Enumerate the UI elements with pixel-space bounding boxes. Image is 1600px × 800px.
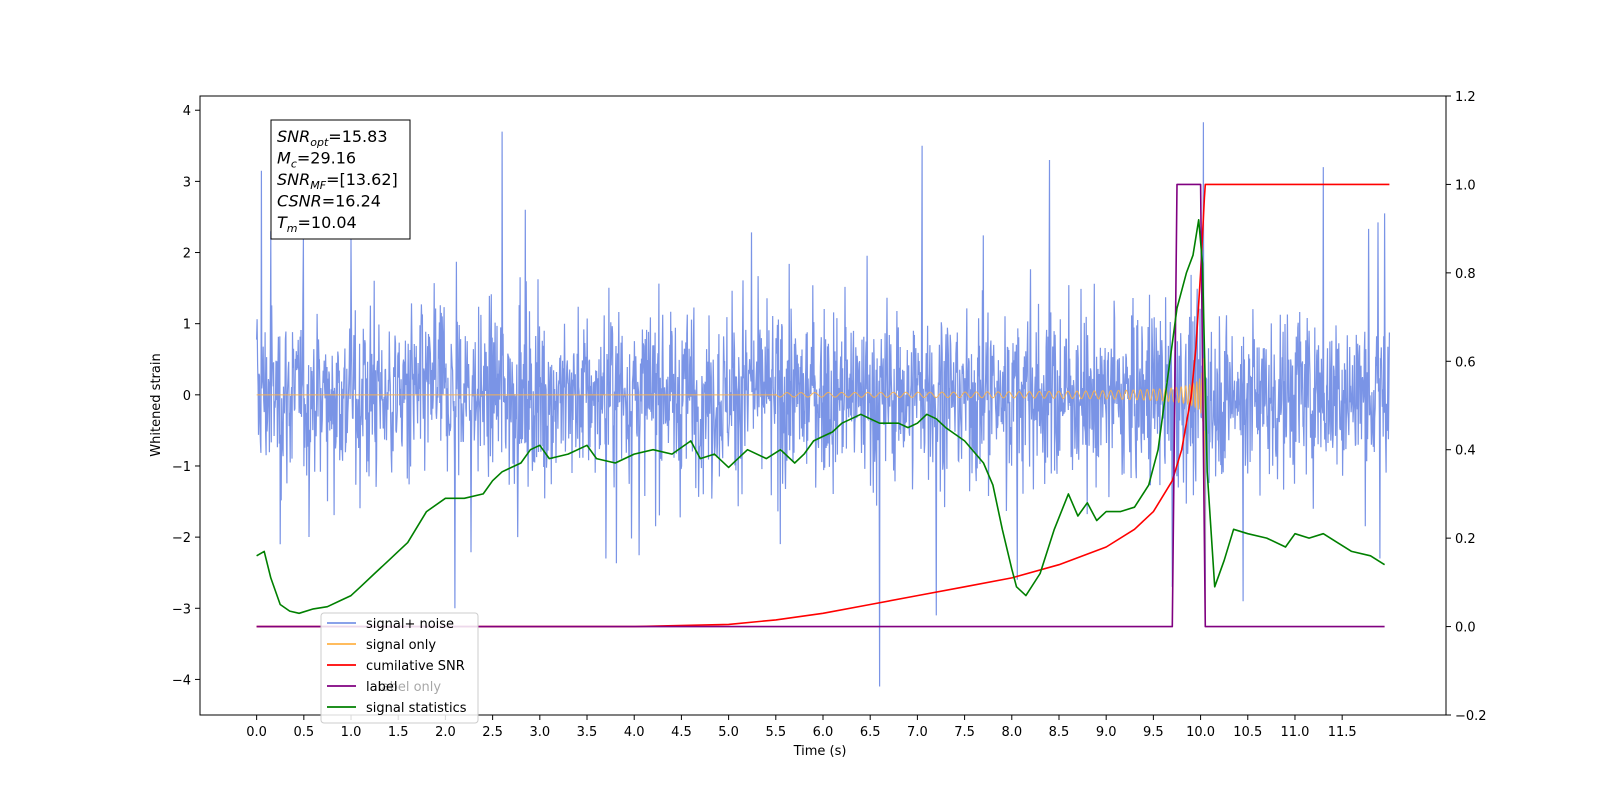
legend-label-signal-statistics: signal statistics bbox=[366, 701, 467, 716]
y-tick-label: 0 bbox=[183, 389, 191, 404]
x-tick-label: 8.5 bbox=[1049, 725, 1070, 740]
x-tick-label: 2.0 bbox=[435, 725, 456, 740]
y2-tick-label: 1.0 bbox=[1455, 178, 1476, 193]
y2-tick-label: 0.0 bbox=[1455, 621, 1476, 636]
x-tick-label: 0.5 bbox=[293, 725, 314, 740]
x-tick-label: 10.0 bbox=[1186, 725, 1215, 740]
annotation-line: Mc=29.16 bbox=[277, 149, 356, 171]
x-axis: 0.0 0.5 1.0 1.5 2.0 2.5 3.0 3.5 4.0 4.5 5.0 5.5 6.0 6… bbox=[246, 715, 1357, 740]
y-tick-label: −1 bbox=[172, 460, 191, 475]
y-axis-left: −4 −3 −2 −1 0 1 2 3 4 bbox=[172, 104, 200, 688]
x-axis-label: Time (s) bbox=[793, 744, 847, 759]
x-tick-label: 11.0 bbox=[1280, 725, 1309, 740]
y2-tick-label: 1.2 bbox=[1455, 90, 1476, 105]
x-tick-label: 10.5 bbox=[1233, 725, 1262, 740]
series-line-label bbox=[256, 183, 1385, 628]
y-tick-label: −2 bbox=[172, 531, 191, 546]
y-tick-label: 2 bbox=[183, 247, 191, 262]
annotation-line: Tm=10.04 bbox=[277, 213, 357, 235]
y-tick-label: −3 bbox=[172, 602, 191, 617]
x-tick-label: 5.0 bbox=[718, 725, 739, 740]
annotation-line: SNRopt=15.83 bbox=[277, 127, 388, 149]
legend-label-signal-noise: signal+ noise bbox=[366, 617, 454, 632]
legend-label-cumilative-snr: cumilative SNR bbox=[366, 659, 465, 674]
y2-tick-label: 0.2 bbox=[1455, 532, 1476, 547]
annotation-box: SNRopt=15.83Mc=29.16SNRMF=[13.62]CSNR=16… bbox=[270, 119, 411, 240]
annotation-line: CSNR=16.24 bbox=[277, 192, 381, 211]
x-tick-label: 4.0 bbox=[624, 725, 645, 740]
x-tick-label: 4.5 bbox=[671, 725, 692, 740]
x-tick-label: 9.5 bbox=[1143, 725, 1164, 740]
x-tick-label: 0.0 bbox=[246, 725, 267, 740]
y-axis-label: Whitened strain bbox=[149, 353, 164, 456]
y2-tick-label: 0.4 bbox=[1455, 444, 1476, 459]
x-tick-label: 11.5 bbox=[1328, 725, 1357, 740]
series-line-signal-statistics bbox=[256, 219, 1386, 615]
legend-label-signal-only: signal only bbox=[366, 638, 436, 653]
series-line-cumilative-snr bbox=[256, 183, 1390, 628]
legend-label-label: label bbox=[366, 680, 397, 695]
y-tick-label: 4 bbox=[183, 104, 191, 119]
x-tick-label: 2.5 bbox=[482, 725, 503, 740]
legend-hidden-label: label only bbox=[378, 680, 441, 695]
y2-tick-label: 0.6 bbox=[1455, 355, 1476, 370]
x-tick-label: 3.5 bbox=[577, 725, 598, 740]
annotation-line: SNRMF=[13.62] bbox=[277, 170, 398, 192]
x-tick-label: 7.5 bbox=[954, 725, 975, 740]
x-tick-label: 9.0 bbox=[1096, 725, 1117, 740]
x-tick-label: 1.0 bbox=[341, 725, 362, 740]
x-tick-label: 8.0 bbox=[1001, 725, 1022, 740]
series-layer bbox=[256, 122, 1390, 687]
x-tick-label: 3.0 bbox=[529, 725, 550, 740]
y-tick-label: 1 bbox=[183, 318, 191, 333]
series-line-signal-only bbox=[256, 358, 1206, 616]
x-tick-label: 7.0 bbox=[907, 725, 928, 740]
x-tick-label: 1.5 bbox=[388, 725, 409, 740]
y-axis-right: −0.2 0.0 0.2 0.4 0.6 0.8 1.0 1.2 bbox=[1446, 90, 1487, 724]
y2-tick-label: −0.2 bbox=[1455, 709, 1487, 724]
x-tick-label: 6.0 bbox=[813, 725, 834, 740]
y2-tick-label: 0.8 bbox=[1455, 267, 1476, 282]
x-tick-label: 6.5 bbox=[860, 725, 881, 740]
x-tick-label: 5.5 bbox=[765, 725, 786, 740]
y-tick-label: 3 bbox=[183, 175, 191, 190]
legend: label only signal+ noise signal only cumil… bbox=[320, 612, 479, 724]
y-tick-label: −4 bbox=[172, 673, 191, 688]
